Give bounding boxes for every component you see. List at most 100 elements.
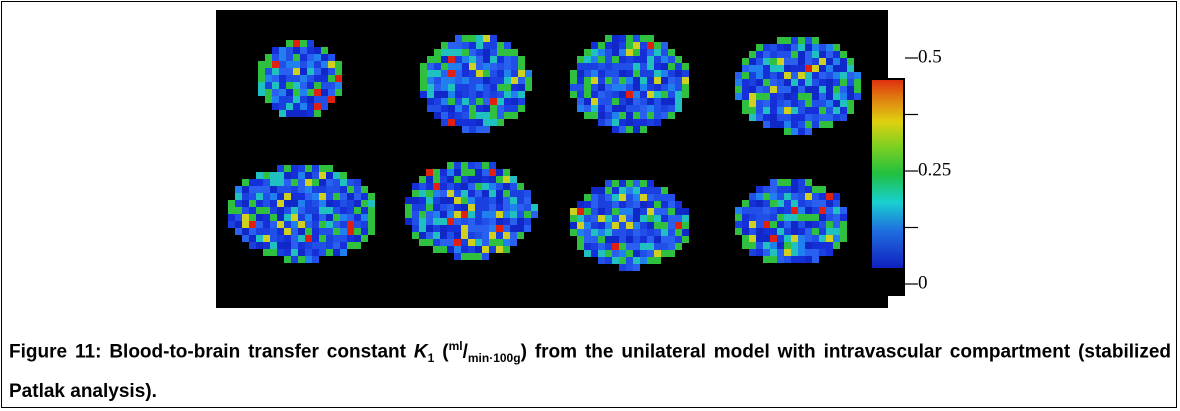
pixel	[461, 176, 468, 183]
pixel	[633, 201, 640, 208]
pixel	[291, 179, 298, 186]
pixel	[770, 256, 777, 263]
pixel	[249, 186, 256, 193]
pixel	[640, 236, 647, 243]
pixel	[272, 54, 279, 61]
pixel	[770, 51, 777, 58]
pixel	[483, 119, 490, 126]
pixel	[661, 243, 668, 250]
pixel	[455, 91, 462, 98]
pixel	[490, 105, 497, 112]
pixel	[798, 44, 805, 51]
pixel	[826, 242, 833, 249]
pixel	[805, 86, 812, 93]
pixel	[791, 235, 798, 242]
pixel	[763, 65, 770, 72]
brain-slices	[228, 35, 861, 271]
pixel	[682, 208, 689, 215]
pixel	[784, 58, 791, 65]
pixel	[242, 235, 249, 242]
pixel	[427, 70, 434, 77]
pixel	[510, 190, 517, 197]
pixel	[333, 228, 340, 235]
pixel	[847, 58, 854, 65]
pixel	[469, 112, 476, 119]
pixel	[475, 211, 482, 218]
pixel	[847, 79, 854, 86]
pixel	[300, 40, 307, 47]
pixel	[626, 84, 633, 91]
pixel	[654, 257, 661, 264]
pixel	[749, 100, 756, 107]
pixel	[496, 246, 503, 253]
pixel	[591, 222, 598, 229]
pixel	[265, 68, 272, 75]
pixel	[661, 250, 668, 257]
pixel	[462, 105, 469, 112]
pixel	[298, 256, 305, 263]
pixel	[469, 35, 476, 42]
pixel	[735, 221, 742, 228]
pixel	[291, 193, 298, 200]
pixel	[286, 47, 293, 54]
pixel	[433, 183, 440, 190]
pixel	[791, 214, 798, 221]
pixel	[333, 221, 340, 228]
pixel	[777, 242, 784, 249]
pixel	[612, 91, 619, 98]
pixel	[462, 112, 469, 119]
pixel	[591, 84, 598, 91]
pixel	[598, 70, 605, 77]
pixel	[319, 179, 326, 186]
pixel	[840, 93, 847, 100]
pixel	[756, 242, 763, 249]
pixel	[468, 225, 475, 232]
pixel	[448, 112, 455, 119]
pixel	[675, 236, 682, 243]
pixel	[531, 204, 538, 211]
pixel	[612, 56, 619, 63]
pixel	[805, 256, 812, 263]
pixel	[462, 84, 469, 91]
pixel	[805, 242, 812, 249]
pixel	[298, 179, 305, 186]
pixel	[777, 235, 784, 242]
pixel	[756, 114, 763, 121]
pixel	[770, 235, 777, 242]
pixel	[314, 89, 321, 96]
pixel	[426, 211, 433, 218]
pixel	[626, 35, 633, 42]
pixel	[461, 253, 468, 260]
pixel	[340, 228, 347, 235]
pixel	[447, 204, 454, 211]
pixel	[777, 93, 784, 100]
pixel	[504, 63, 511, 70]
pixel	[468, 176, 475, 183]
pixel	[441, 42, 448, 49]
pixel	[777, 44, 784, 51]
pixel	[307, 68, 314, 75]
pixel	[577, 98, 584, 105]
pixel	[461, 183, 468, 190]
pixel	[326, 221, 333, 228]
pixel	[272, 75, 279, 82]
pixel	[840, 72, 847, 79]
pixel	[833, 235, 840, 242]
pixel	[293, 40, 300, 47]
pixel	[612, 70, 619, 77]
pixel	[242, 228, 249, 235]
pixel	[770, 100, 777, 107]
pixel	[461, 162, 468, 169]
pixel	[242, 214, 249, 221]
pixel	[420, 77, 427, 84]
pixel	[570, 208, 577, 215]
pixel	[462, 35, 469, 42]
pixel	[503, 211, 510, 218]
pixel	[633, 91, 640, 98]
pixel	[510, 232, 517, 239]
pixel	[433, 239, 440, 246]
pixel	[791, 179, 798, 186]
pixel	[598, 49, 605, 56]
pixel	[454, 232, 461, 239]
pixel	[427, 105, 434, 112]
